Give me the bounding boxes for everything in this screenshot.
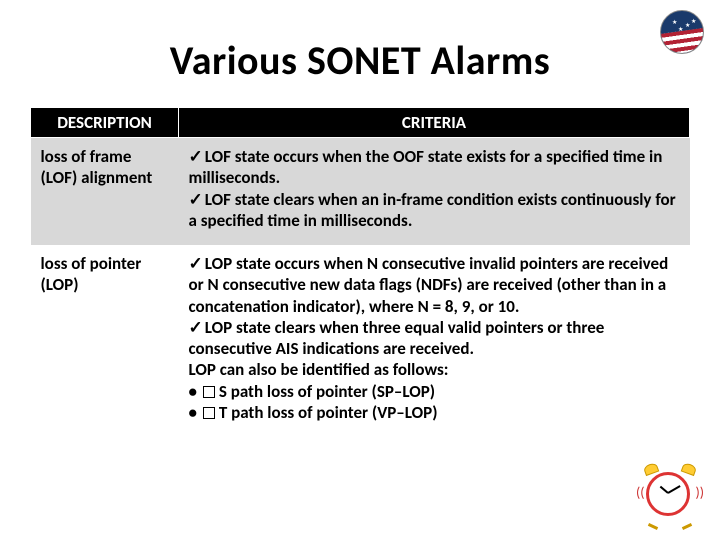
table-row: loss of pointer (LOP) LOP state occurs w… [31, 245, 690, 437]
alarm-clock-icon: (()) [640, 466, 700, 526]
cell-criteria: LOP state occurs when N consecutive inva… [179, 245, 690, 437]
alarms-table: DESCRIPTION CRITERIA loss of frame (LOF)… [30, 107, 690, 437]
col-criteria: CRITERIA [179, 108, 690, 138]
table-header-row: DESCRIPTION CRITERIA [31, 108, 690, 138]
cell-criteria: LOF state occurs when the OOF state exis… [179, 138, 690, 246]
cell-description: loss of pointer (LOP) [31, 245, 179, 437]
table-row: loss of frame (LOF) alignment LOF state … [31, 138, 690, 246]
flag-circle-icon: ★★ ★★ [660, 10, 704, 54]
col-description: DESCRIPTION [31, 108, 179, 138]
cell-description: loss of frame (LOF) alignment [31, 138, 179, 246]
slide: ★★ ★★ Various SONET Alarms DESCRIPTION C… [0, 0, 720, 540]
page-title: Various SONET Alarms [30, 36, 690, 85]
